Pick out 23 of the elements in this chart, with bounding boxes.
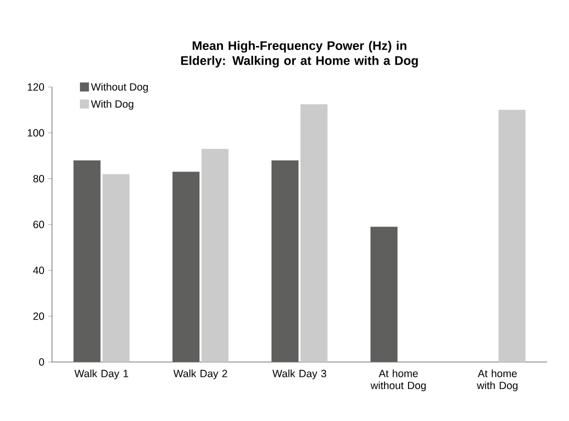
bar	[300, 104, 328, 362]
y-tick-label: 100	[28, 129, 44, 137]
x-tick-label: Walk Day 1	[74, 370, 128, 380]
legend-label: With Dog	[90, 100, 134, 110]
y-tick-label: 60	[33, 220, 44, 228]
x-tick-label: Walk Day 2	[173, 370, 228, 380]
bar	[272, 160, 299, 362]
y-tick-label: 80	[33, 174, 44, 182]
bar	[370, 226, 398, 362]
bar	[172, 172, 200, 362]
bar	[102, 174, 130, 362]
chart-title: Mean High-Frequency Power (Hz) in Elderly: Walking or at Home with a Dog	[181, 40, 418, 68]
x-tick-label: Walk Day 3	[272, 370, 326, 380]
bar	[201, 148, 228, 362]
bar	[74, 160, 101, 362]
x-tick-label: At home without Dog	[370, 370, 426, 392]
y-tick-label: 20	[33, 312, 44, 320]
x-tick-label: At home with Dog	[476, 370, 518, 392]
legend-label: Without Dog	[90, 82, 148, 93]
y-tick-label: 40	[33, 266, 44, 274]
bar	[498, 110, 526, 362]
y-tick-label: 120	[28, 83, 44, 91]
y-tick-label: 0	[39, 358, 44, 366]
